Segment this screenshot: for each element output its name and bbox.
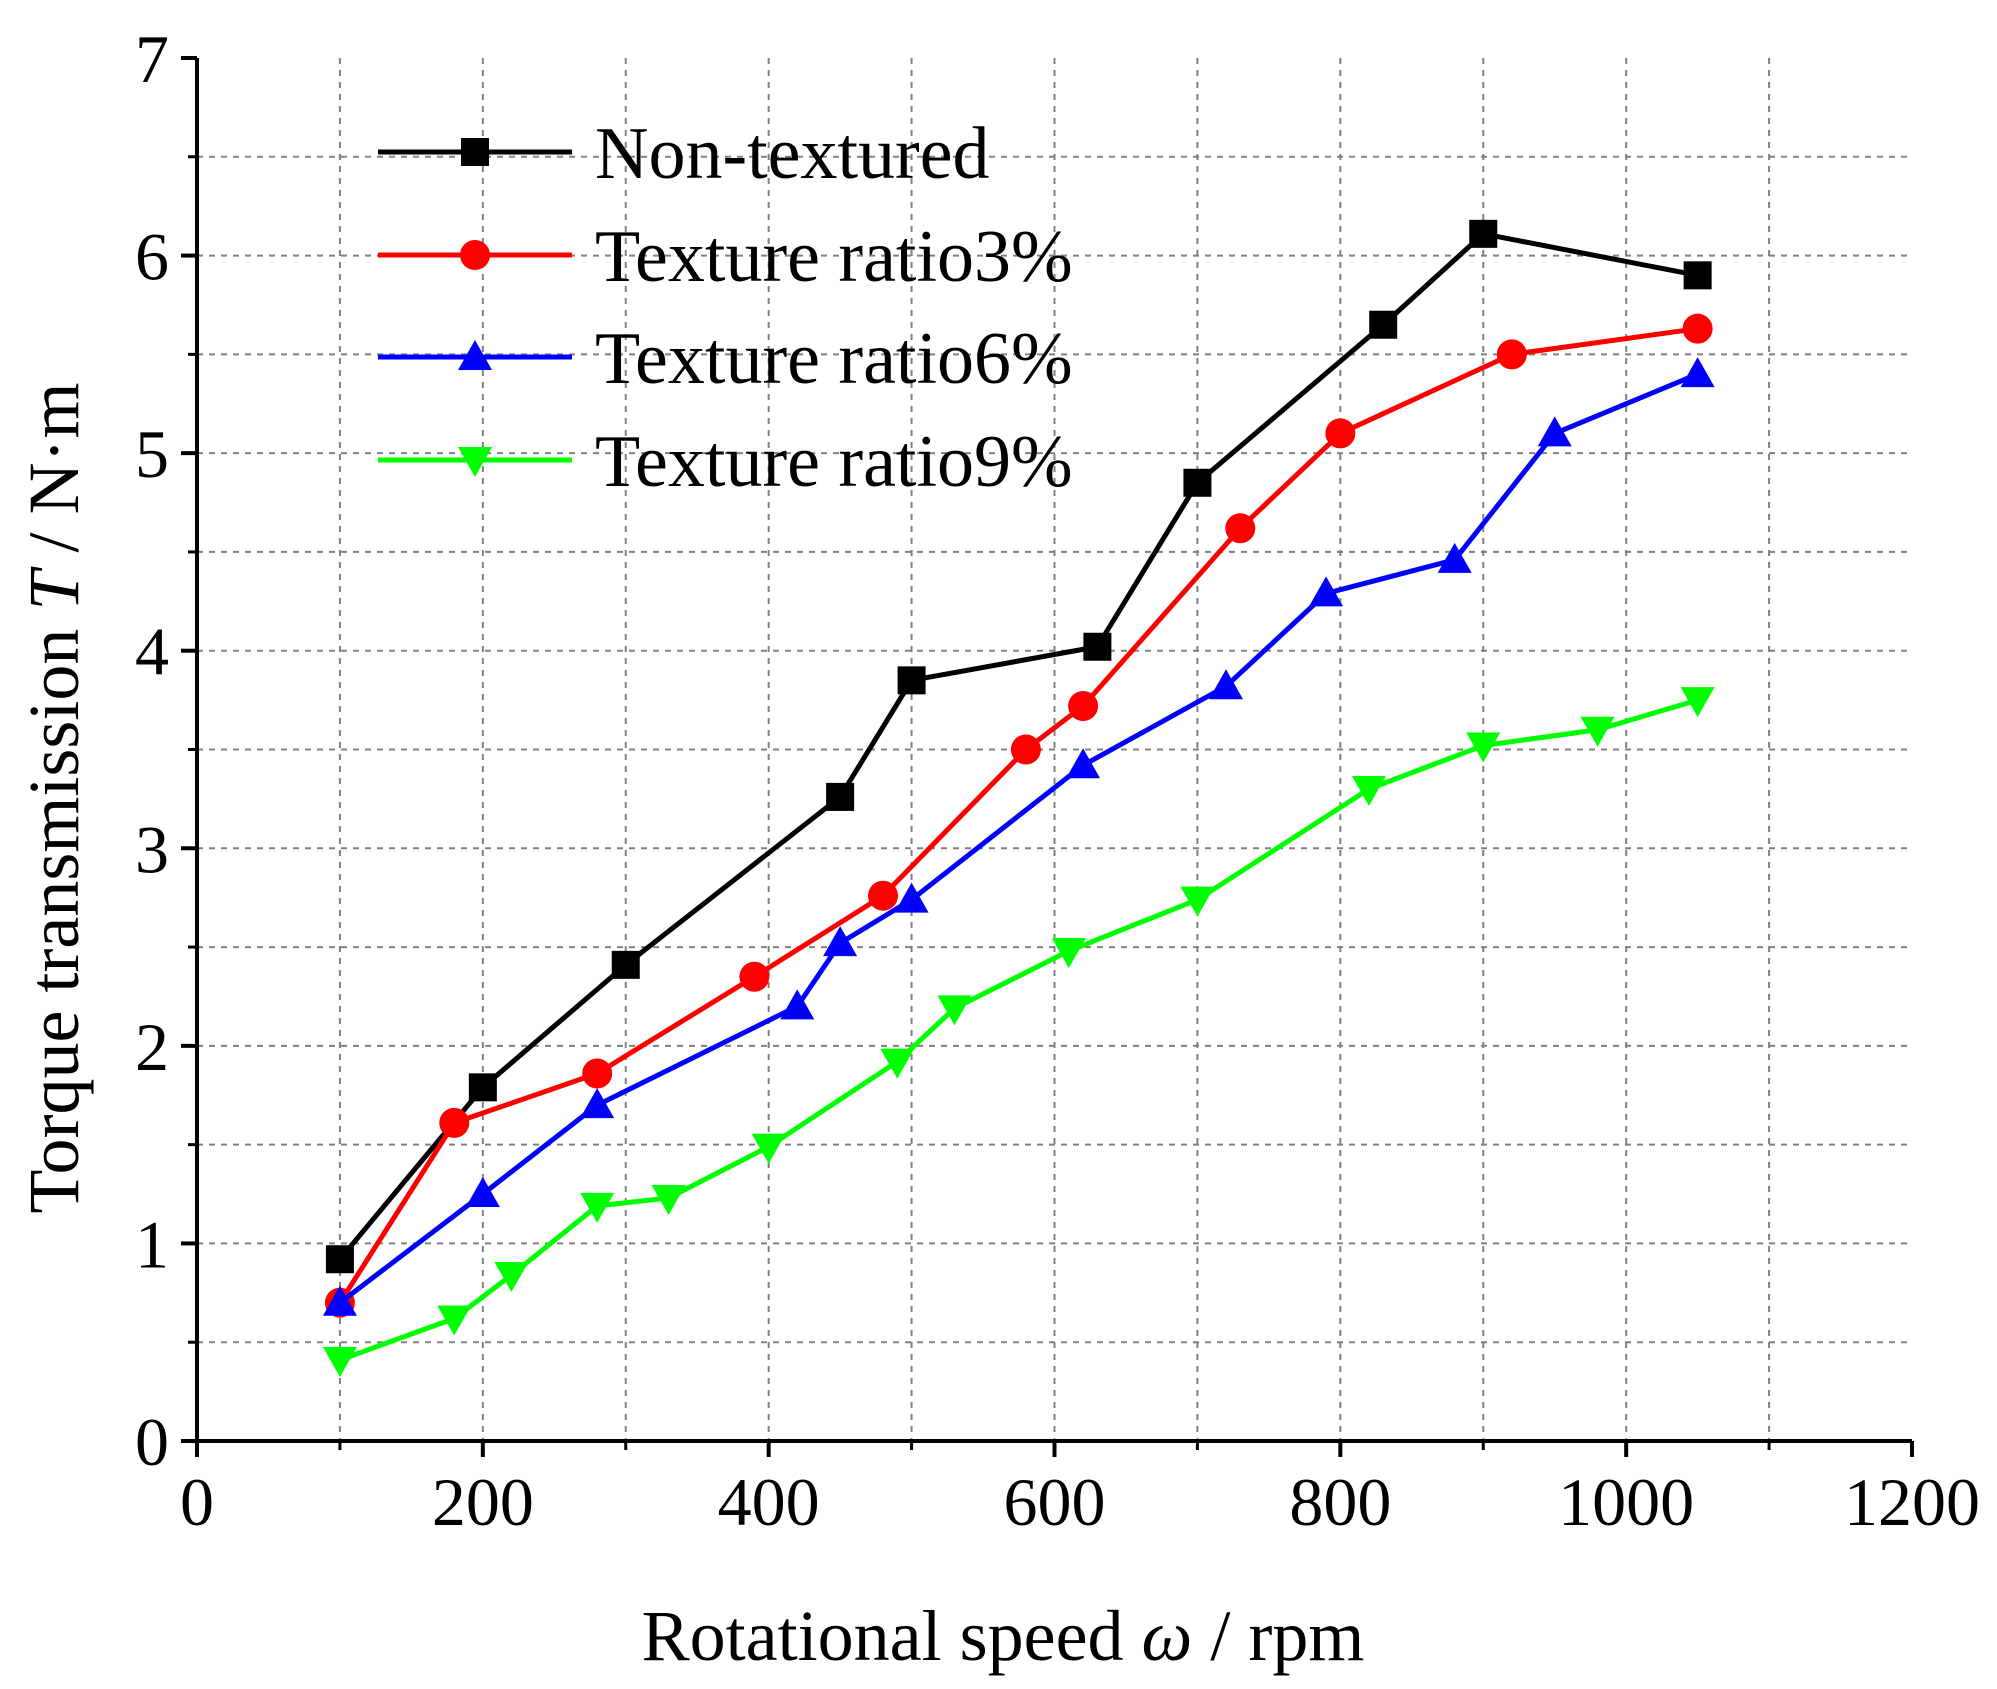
series-4-point — [1051, 938, 1086, 969]
y-axis-title-prefix: Torque transmission — [14, 611, 94, 1214]
series-1-point — [1683, 261, 1712, 290]
x-axis-title-suffix: / rpm — [1192, 1596, 1364, 1676]
series-2-point — [1325, 418, 1356, 449]
series-2-point — [439, 1107, 470, 1138]
x-tick-label: 600 — [1004, 1464, 1106, 1540]
y-axis-title-symbol: T — [14, 566, 94, 611]
series-1-point — [611, 950, 640, 979]
legend-label: Non-textured — [595, 113, 990, 195]
legend-item-3: Texture ratio6% — [378, 318, 1073, 400]
series-1-point — [1183, 468, 1212, 497]
y-tick-label: 1 — [135, 1206, 169, 1282]
series-4-point — [322, 1346, 357, 1377]
series-3-point — [1209, 669, 1243, 700]
series-2-point — [1496, 339, 1527, 370]
legend: Non-textured Texture ratio3% Texture ratio… — [378, 113, 1073, 503]
legend-swatch-marker — [460, 240, 490, 270]
series-3-point — [1680, 357, 1715, 388]
legend-swatch-marker — [458, 340, 492, 370]
series-1-point — [468, 1073, 497, 1102]
tick-labels: 0 200 400 600 800 1000 1200 0 1 2 3 4 5 6 7 — [135, 21, 1980, 1540]
series-4-point — [1351, 776, 1386, 807]
legend-swatch-marker — [458, 447, 492, 477]
series-3-point — [322, 1285, 357, 1316]
series-1-point — [1369, 310, 1398, 339]
series-1-point — [325, 1245, 354, 1274]
y-axis-title-suffix: / N·m — [14, 383, 94, 571]
series-4-point — [494, 1262, 529, 1293]
x-tick-label: 1000 — [1558, 1464, 1694, 1540]
series-3-point — [823, 926, 858, 957]
y-tick-label: 3 — [135, 811, 169, 887]
x-axis-title: Rotational speed ω / rpm — [642, 1596, 1365, 1676]
y-tick-label: 7 — [135, 21, 169, 97]
series-1-point — [826, 782, 855, 811]
series-4-point — [1580, 716, 1615, 747]
series-1 — [325, 219, 1712, 1274]
x-tick-label: 1200 — [1844, 1464, 1980, 1540]
x-tick-label: 200 — [432, 1464, 534, 1540]
x-axis-title-prefix: Rotational speed — [642, 1596, 1142, 1676]
x-tick-label: 0 — [180, 1464, 214, 1540]
y-tick-label: 4 — [135, 614, 169, 690]
x-axis-title-symbol: ω — [1142, 1596, 1193, 1676]
series-3-point — [1066, 748, 1101, 779]
grid-lines — [197, 58, 1912, 1441]
series-2-point — [1068, 691, 1099, 722]
y-tick-label: 5 — [135, 416, 169, 492]
series-4-point — [1466, 732, 1501, 763]
series-4-point — [1680, 687, 1715, 718]
series-4-point — [751, 1133, 786, 1164]
series-4-point — [937, 995, 972, 1026]
y-tick-label: 0 — [135, 1404, 169, 1480]
x-tick-label: 800 — [1289, 1464, 1391, 1540]
series-2-point — [1225, 513, 1256, 544]
series-3-point — [580, 1088, 615, 1119]
series-2 — [324, 313, 1713, 1318]
legend-item-4: Texture ratio9% — [378, 421, 1073, 503]
series-1-point — [1083, 632, 1112, 661]
series-3-point — [1537, 416, 1572, 447]
legend-label: Texture ratio6% — [595, 318, 1073, 400]
series-1-point — [897, 666, 926, 695]
series-3-point — [1437, 542, 1472, 573]
y-axis-title: Torque transmission T / N·m — [14, 383, 94, 1214]
legend-label: Texture ratio3% — [595, 216, 1073, 298]
series-4-point — [437, 1305, 472, 1336]
series-4-point — [1180, 886, 1215, 917]
legend-swatch-marker — [461, 138, 489, 166]
series-3-line — [338, 371, 1699, 1305]
legend-label: Texture ratio9% — [595, 421, 1073, 503]
y-tick-label: 6 — [135, 219, 169, 295]
y-tick-label: 2 — [135, 1009, 169, 1085]
series-4 — [322, 687, 1715, 1377]
series-3-point — [780, 989, 815, 1020]
series-3-point — [1309, 576, 1344, 607]
series-4-point — [580, 1192, 615, 1223]
series-layer — [322, 219, 1715, 1377]
series-1-line — [337, 231, 1699, 1261]
series-2-point — [739, 961, 770, 992]
series-2-point — [582, 1058, 613, 1089]
series-1-point — [1469, 219, 1498, 248]
legend-item-1: Non-textured — [378, 113, 990, 195]
x-tick-label: 400 — [718, 1464, 820, 1540]
series-3-point — [465, 1177, 500, 1208]
legend-item-2: Texture ratio3% — [378, 216, 1073, 298]
series-3 — [322, 357, 1715, 1316]
series-2-point — [1010, 734, 1041, 765]
axes — [181, 56, 1914, 1457]
series-2-point — [868, 880, 898, 911]
series-2-point — [1682, 313, 1713, 344]
series-4-point — [880, 1048, 915, 1079]
series-4-point — [651, 1184, 686, 1215]
series-3-point — [894, 882, 929, 913]
